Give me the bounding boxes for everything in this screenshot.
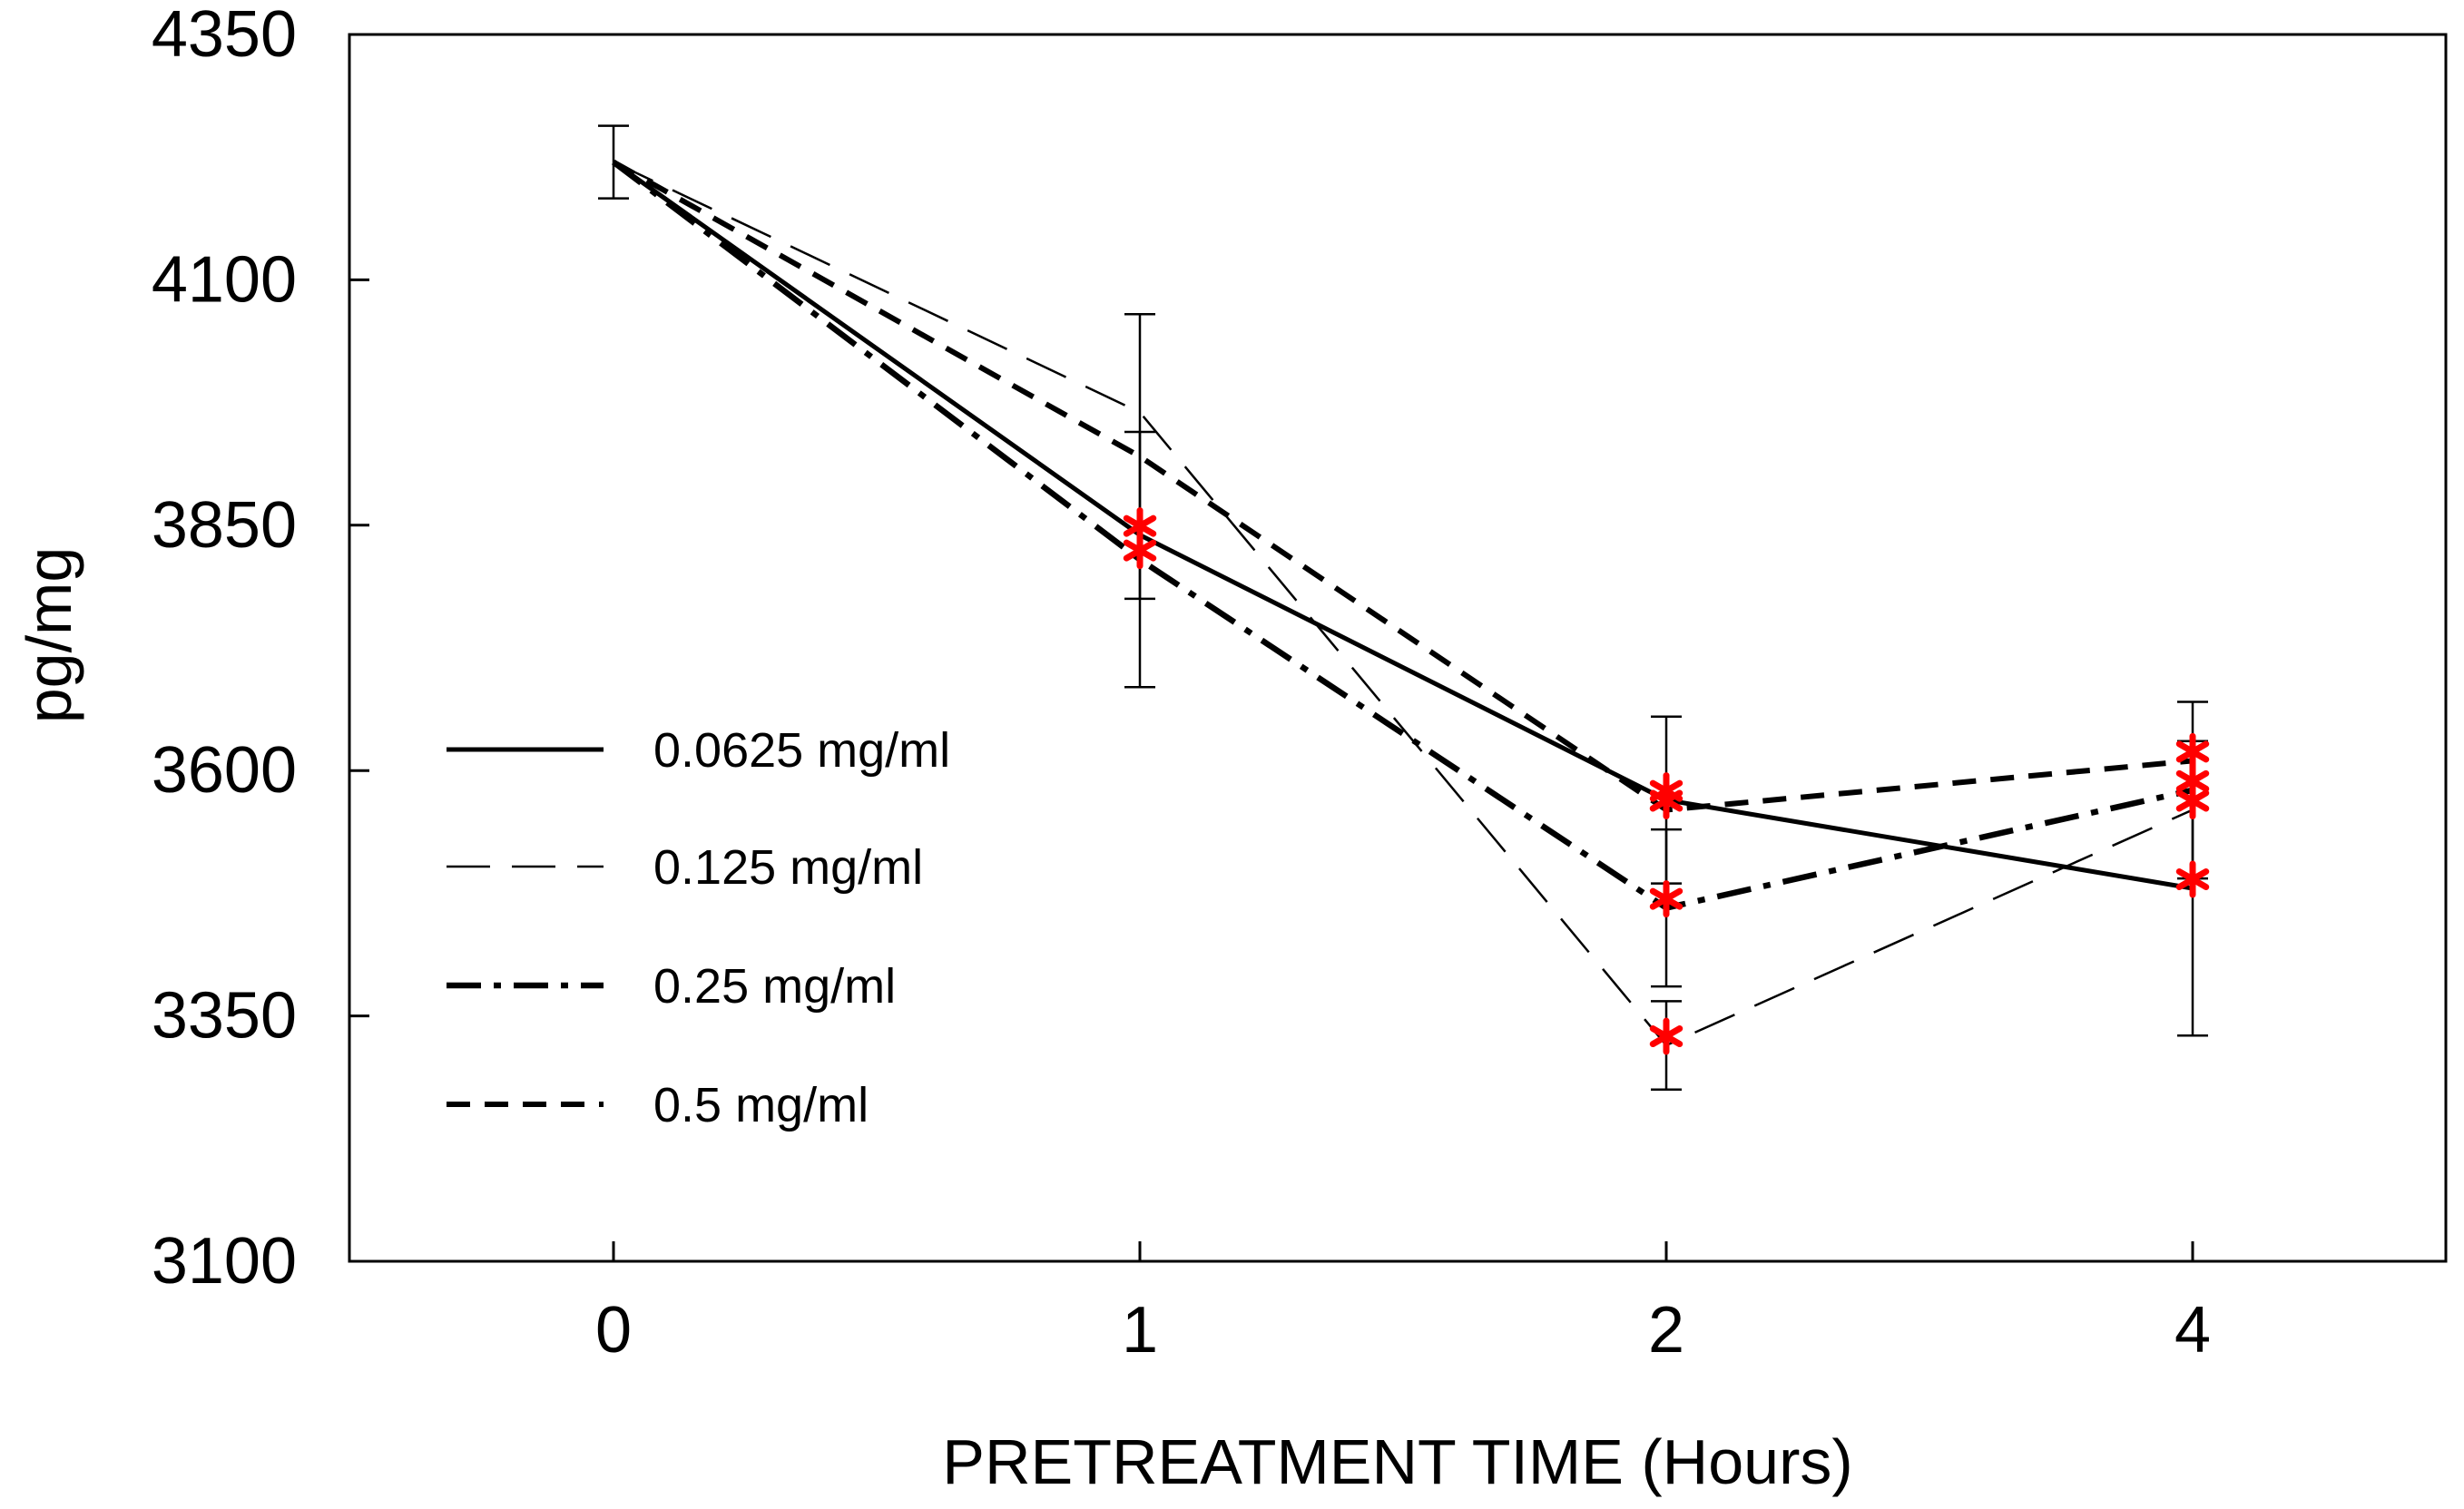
significance-asterisk	[1649, 781, 1684, 819]
legend-label-1: 0.125 mg/ml	[653, 840, 923, 895]
asterisk-stroke	[1123, 514, 1157, 537]
error-bars	[598, 124, 2208, 1091]
y-tick-label: 3850	[152, 489, 297, 562]
plot-frame	[348, 33, 2448, 1263]
significance-asterisk	[1649, 880, 1684, 918]
significance-asterisk	[2175, 732, 2210, 770]
x-tick-label: 2	[1648, 1294, 1684, 1367]
series-line-3	[612, 159, 2194, 813]
significance-asterisk	[1123, 532, 1157, 570]
x-axis: 0 1 2 4	[595, 1241, 2211, 1367]
x-axis-title: PRETREATMENT TIME (Hours)	[942, 1426, 1852, 1497]
x-tick-label: 4	[2174, 1294, 2211, 1367]
y-axis: 3100 3350 3600 3850 4100 4350	[152, 0, 369, 1298]
legend-label-2: 0.25 mg/ml	[653, 959, 896, 1014]
series-lines	[612, 159, 2194, 1047]
series-line-2	[612, 160, 2194, 911]
legend-label-3: 0.5 mg/ml	[653, 1078, 869, 1132]
asterisk-stroke	[1123, 539, 1157, 562]
asterisk-stroke	[2175, 740, 2210, 763]
significance-asterisk	[2175, 762, 2210, 800]
asterisk-stroke	[2175, 789, 2210, 812]
asterisk-stroke	[1649, 887, 1684, 910]
significance-markers	[1123, 507, 2210, 1055]
asterisk-stroke	[2175, 867, 2210, 890]
series-line-1	[613, 161, 2194, 1047]
y-tick-label: 4100	[152, 243, 297, 316]
legend: 0.0625 mg/ml 0.125 mg/ml 0.25 mg/ml 0.5 mg/…	[447, 723, 950, 1132]
legend-label-0: 0.0625 mg/ml	[653, 723, 950, 778]
significance-asterisk	[1649, 1017, 1684, 1055]
asterisk-stroke	[1649, 789, 1684, 812]
asterisk-stroke	[1649, 1025, 1684, 1048]
series-line-0	[612, 160, 2194, 891]
y-tick-label: 3350	[152, 980, 297, 1053]
y-tick-label: 4350	[152, 0, 297, 71]
y-tick-label: 3600	[152, 734, 297, 807]
x-tick-label: 0	[595, 1294, 632, 1367]
y-tick-label: 3100	[152, 1225, 297, 1298]
asterisk-stroke	[2175, 769, 2210, 792]
x-tick-label: 1	[1122, 1294, 1158, 1367]
y-axis-title: pg/mg	[14, 547, 84, 724]
significance-asterisk	[2175, 860, 2210, 898]
